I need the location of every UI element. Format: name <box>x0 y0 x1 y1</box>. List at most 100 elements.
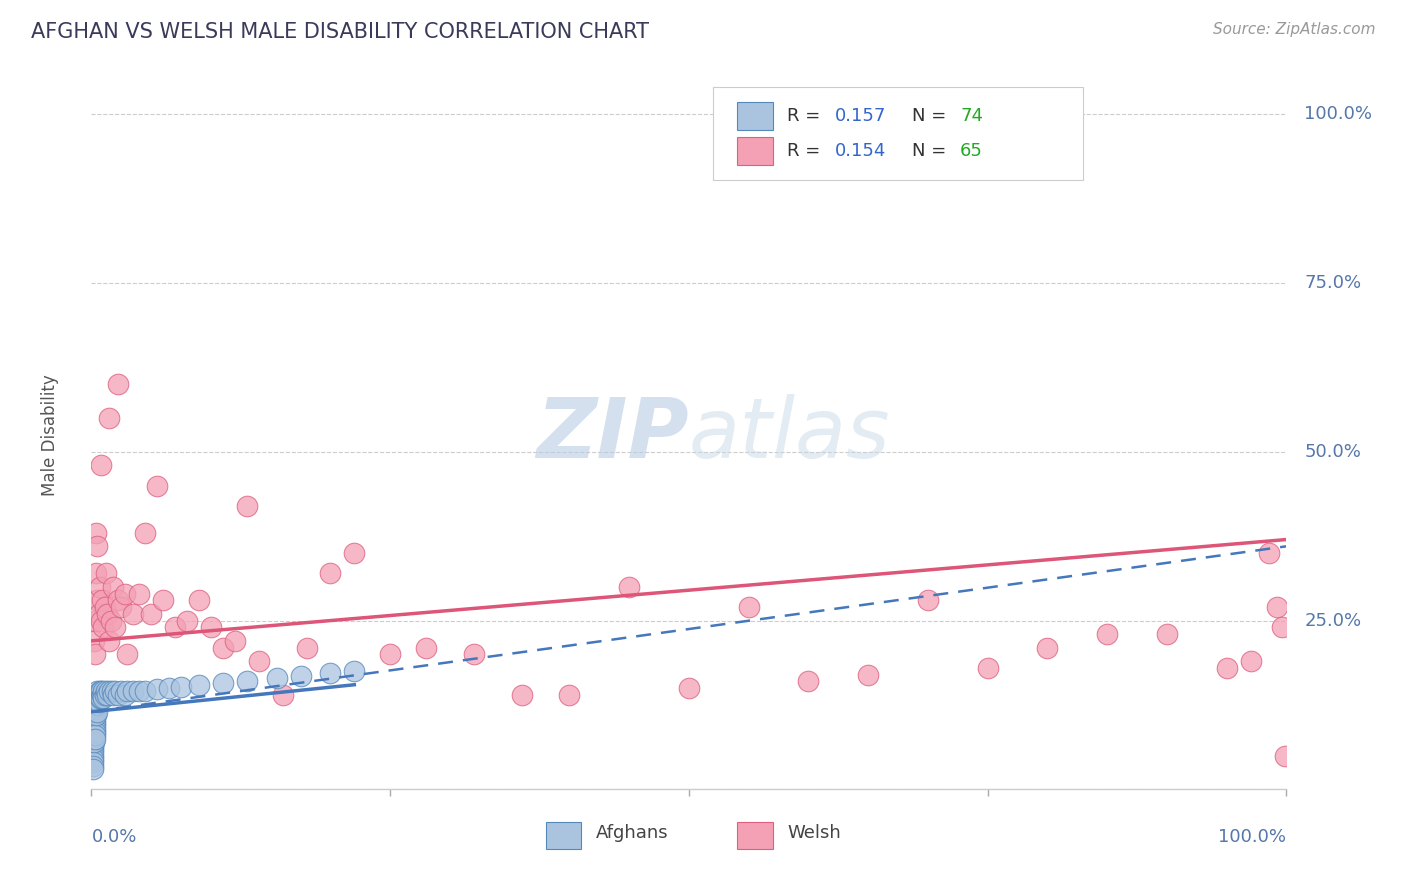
Point <box>415 640 437 655</box>
Point <box>110 600 132 615</box>
Text: Afghans: Afghans <box>596 824 668 842</box>
Text: 74: 74 <box>960 107 983 125</box>
Point <box>86 684 108 698</box>
Point <box>98 411 121 425</box>
Point <box>90 684 112 698</box>
Point <box>1274 748 1296 763</box>
Point <box>83 728 105 742</box>
Point <box>211 640 233 655</box>
Point <box>343 546 366 560</box>
Point <box>83 735 105 749</box>
FancyBboxPatch shape <box>737 822 773 849</box>
Point <box>976 661 998 675</box>
FancyBboxPatch shape <box>713 87 1084 179</box>
Point <box>84 695 107 709</box>
Point <box>84 648 107 662</box>
Point <box>86 593 108 607</box>
Point <box>93 684 114 698</box>
Point <box>115 648 138 662</box>
Point <box>163 620 186 634</box>
Point <box>84 731 107 746</box>
Point <box>84 691 107 706</box>
Point <box>319 566 342 581</box>
Point <box>266 671 288 685</box>
Point <box>93 620 114 634</box>
Point <box>295 640 318 655</box>
Point <box>1215 661 1237 675</box>
Point <box>90 458 112 473</box>
Point <box>86 698 108 712</box>
Point <box>146 682 169 697</box>
Point <box>83 731 105 746</box>
Point <box>146 478 169 492</box>
Point <box>176 614 198 628</box>
Point <box>100 684 122 698</box>
Point <box>100 614 122 628</box>
Point <box>93 600 115 615</box>
Text: N =: N = <box>912 142 952 161</box>
Point <box>678 681 700 695</box>
Text: 0.157: 0.157 <box>835 107 886 125</box>
Point <box>82 762 104 776</box>
Text: ZIP: ZIP <box>536 394 689 475</box>
Point <box>737 600 759 615</box>
Point <box>86 705 108 719</box>
Point <box>82 748 104 763</box>
Point <box>84 701 107 715</box>
Point <box>83 633 105 648</box>
Point <box>114 586 136 600</box>
Point <box>224 633 246 648</box>
Point <box>170 680 193 694</box>
Point <box>82 728 104 742</box>
Point <box>84 698 107 712</box>
Point <box>82 742 104 756</box>
Text: N =: N = <box>912 107 952 125</box>
Point <box>82 752 104 766</box>
FancyBboxPatch shape <box>737 137 773 165</box>
Point <box>84 728 107 742</box>
Point <box>378 648 402 662</box>
Text: 0.154: 0.154 <box>835 142 886 161</box>
Point <box>917 593 939 607</box>
Point <box>82 756 104 770</box>
Point <box>89 580 111 594</box>
Point <box>84 701 107 715</box>
Point <box>83 714 105 729</box>
Point <box>84 722 107 736</box>
Point <box>84 566 107 581</box>
Point <box>83 712 105 726</box>
Point <box>1265 600 1288 615</box>
Point <box>1257 546 1279 560</box>
Text: 100.0%: 100.0% <box>1219 829 1286 847</box>
Point <box>93 691 114 706</box>
Point <box>90 691 112 706</box>
Point <box>84 725 107 739</box>
Point <box>141 607 162 621</box>
Point <box>82 758 104 772</box>
Text: 75.0%: 75.0% <box>1305 274 1361 292</box>
Text: R =: R = <box>787 107 825 125</box>
Point <box>110 684 132 698</box>
Point <box>87 695 110 709</box>
Point <box>104 684 127 698</box>
Point <box>134 684 156 698</box>
Point <box>856 667 880 681</box>
Point <box>84 708 107 723</box>
Point <box>128 586 150 600</box>
Point <box>463 648 485 662</box>
Point <box>187 593 211 607</box>
Point <box>83 725 105 739</box>
Text: Source: ZipAtlas.com: Source: ZipAtlas.com <box>1212 22 1375 37</box>
Point <box>114 688 136 702</box>
Point <box>247 654 270 668</box>
Point <box>104 620 127 634</box>
Point <box>1156 627 1178 641</box>
Point <box>86 691 108 706</box>
Text: 100.0%: 100.0% <box>1305 105 1372 123</box>
Point <box>128 684 150 698</box>
Point <box>91 688 114 702</box>
Point <box>87 607 110 621</box>
Point <box>1240 654 1263 668</box>
Point <box>83 708 105 723</box>
Point <box>797 674 820 689</box>
